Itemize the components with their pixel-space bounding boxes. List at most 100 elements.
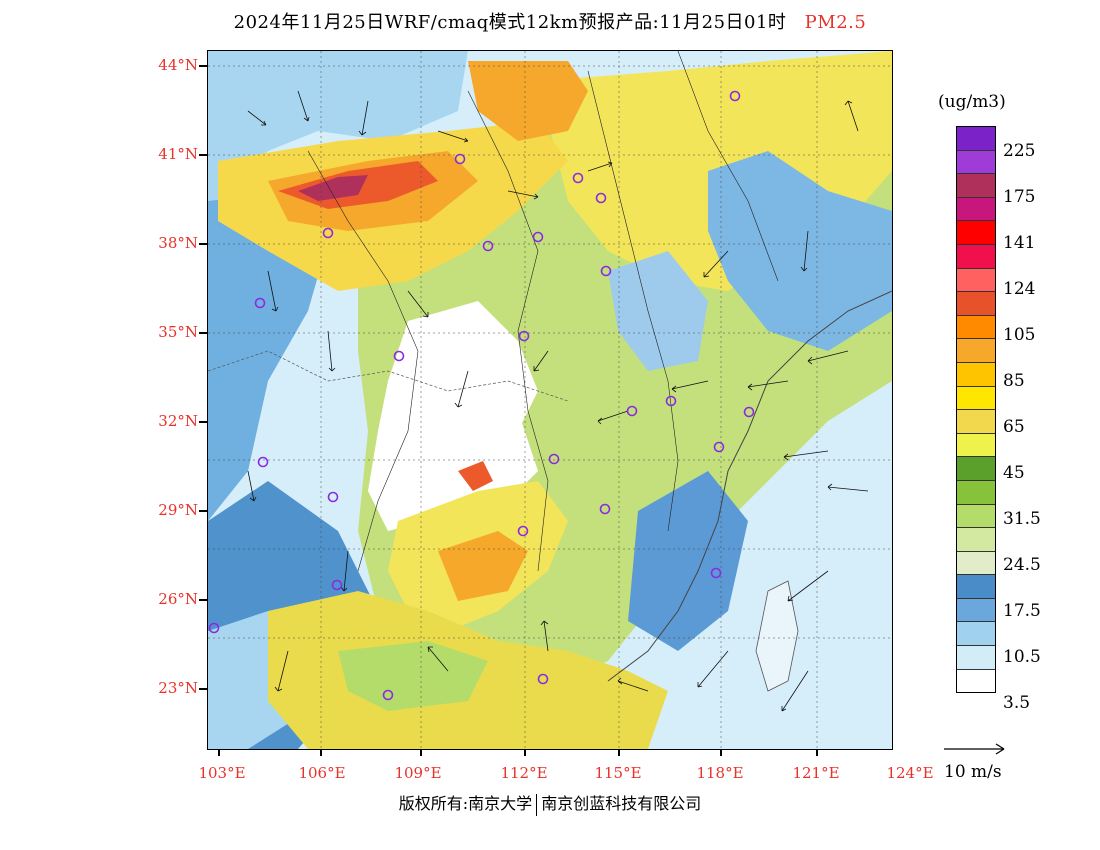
legend-label: 24.5 (1003, 555, 1041, 575)
city-marker (595, 192, 607, 204)
city-marker (743, 406, 755, 418)
clean-air-region (368, 301, 538, 531)
title-main: 2024年11月25日WRF/cmaq模式12km预报产品:11月25日01时 (233, 12, 787, 33)
legend-color-cell (957, 504, 995, 529)
legend-label: 45 (1003, 463, 1025, 483)
lat-label-38: 38°N (158, 234, 198, 252)
footer-separator (536, 793, 538, 816)
low-pm-region (208, 191, 328, 521)
lat-tick (199, 599, 207, 601)
city-marker (548, 453, 560, 465)
legend-color-cell (957, 410, 995, 434)
lat-label-32: 32°N (158, 412, 198, 430)
legend-unit: (ug/m3) (938, 92, 1006, 112)
wind-reference-label: 10 m/s (944, 762, 1002, 782)
color-legend (956, 126, 996, 694)
lat-label-41: 41°N (158, 145, 198, 163)
city-marker (208, 622, 220, 634)
coastline (607, 290, 892, 682)
city-marker (257, 456, 269, 468)
low-pm-region (208, 51, 468, 211)
company-name: 南京创蓝科技有限公司 (541, 794, 702, 813)
lat-label-29: 29°N (158, 501, 198, 519)
legend-label: 141 (1003, 233, 1036, 253)
map-panel (207, 50, 893, 750)
city-marker (517, 525, 529, 537)
city-marker (572, 172, 584, 184)
legend-color-cell (957, 433, 995, 458)
lat-label-44: 44°N (158, 56, 198, 74)
city-marker (532, 231, 544, 243)
province-border (467, 90, 549, 572)
legend-color-cell (957, 457, 995, 481)
wind-vectors (247, 90, 869, 712)
city-marker (322, 227, 334, 239)
lat-tick (199, 688, 207, 690)
lon-label-118: 118°E (696, 764, 744, 782)
lon-label-106: 106°E (298, 764, 346, 782)
legend-color-cell (957, 528, 995, 552)
legend-color-cell (957, 221, 995, 245)
legend-color-cell (957, 150, 995, 175)
latitude-gridline (208, 350, 569, 402)
footer: 版权所有:南京大学 南京创蓝科技有限公司 (0, 790, 1100, 816)
legend-color-cell (957, 598, 995, 623)
legend-color-cell (957, 480, 995, 505)
city-marker (600, 265, 612, 277)
legend-label: 31.5 (1003, 509, 1041, 529)
city-marker (599, 503, 611, 515)
legend-color-cell (957, 244, 995, 269)
legend-color-cell (957, 127, 995, 151)
legend-label: 225 (1003, 141, 1036, 161)
legend-color-cell (957, 339, 995, 363)
city-marker (713, 441, 725, 453)
legend-label: 85 (1003, 371, 1025, 391)
low-pm-region (608, 251, 708, 371)
legend-color-cell (957, 622, 995, 647)
lat-label-35: 35°N (158, 323, 198, 341)
legend-color-cell (957, 174, 995, 198)
lon-tick (618, 748, 620, 756)
city-marker (327, 491, 339, 503)
city-marker (393, 350, 405, 362)
lon-tick (524, 748, 526, 756)
legend-label: 17.5 (1003, 601, 1041, 621)
lon-label-115: 115°E (594, 764, 642, 782)
province-border (307, 150, 419, 572)
legend-color-cell (957, 362, 995, 387)
map-title: 2024年11月25日WRF/cmaq模式12km预报产品:11月25日01时 … (0, 8, 1100, 34)
legend-label: 105 (1003, 325, 1036, 345)
legend-color-cell (957, 646, 995, 670)
city-marker (254, 297, 266, 309)
legend-color-cell (957, 315, 995, 340)
lon-tick (816, 748, 818, 756)
legend-color-cell (957, 575, 995, 599)
legend-color-cell (957, 197, 995, 222)
legend-color-cell (957, 551, 995, 576)
city-marker (518, 330, 530, 342)
province-border (677, 51, 779, 282)
legend-color-cell (957, 268, 995, 293)
title-variable: PM2.5 (804, 12, 867, 33)
lat-label-26: 26°N (158, 590, 198, 608)
city-marker (382, 689, 394, 701)
lat-tick (199, 154, 207, 156)
low-pm-region (708, 151, 892, 351)
taiwan-island (755, 580, 799, 692)
wind-reference-arrow (944, 743, 1005, 755)
lon-tick (320, 748, 322, 756)
legend-color-cell (957, 292, 995, 316)
city-marker (729, 90, 741, 102)
city-marker (626, 405, 638, 417)
legend-color-cell (957, 669, 995, 693)
legend-label: 65 (1003, 417, 1025, 437)
legend-color-cell (957, 386, 995, 411)
legend-label: 175 (1003, 187, 1036, 207)
lon-tick (420, 748, 422, 756)
city-marker (537, 673, 549, 685)
lon-tick (720, 748, 722, 756)
lat-tick (199, 243, 207, 245)
moderate-pm-region (338, 641, 488, 711)
copyright-text: 版权所有:南京大学 (398, 794, 533, 813)
lon-label-103: 103°E (198, 764, 246, 782)
